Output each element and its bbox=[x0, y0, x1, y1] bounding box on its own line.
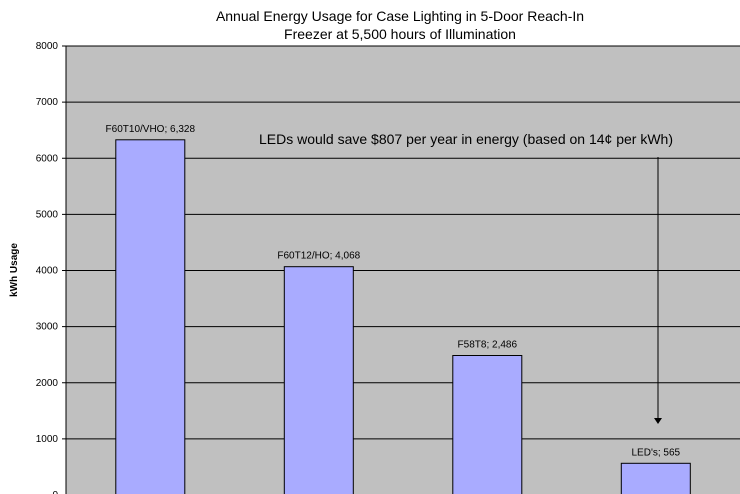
y-tick-label: 5000 bbox=[36, 209, 59, 220]
data-label: F60T12/HO; 4,068 bbox=[277, 251, 360, 262]
bar-led-s bbox=[620, 462, 691, 494]
y-tick-label: 4000 bbox=[36, 266, 59, 277]
y-tick-label: 3000 bbox=[36, 322, 59, 333]
annotation-text: LEDs would save $807 per year in energy … bbox=[259, 131, 673, 147]
data-label: LED's; 565 bbox=[631, 447, 680, 458]
y-tick-label: 1000 bbox=[36, 434, 59, 445]
bar-f60t12-ho bbox=[283, 266, 354, 494]
chart-title-line-2: Freezer at 5,500 hours of Illumination bbox=[284, 26, 516, 42]
annotation-arrow bbox=[654, 157, 662, 424]
y-tick-label: 2000 bbox=[36, 378, 59, 389]
y-tick-label: 0 bbox=[52, 490, 58, 494]
bar-f60t10-vho bbox=[115, 139, 186, 494]
data-label: F60T10/VHO; 6,328 bbox=[106, 124, 196, 135]
y-tick-label: 6000 bbox=[36, 153, 59, 164]
bars-layer bbox=[115, 139, 691, 494]
data-labels-layer: F60T10/VHO; 6,328 F60T12/HO; 4,068 F58T8; … bbox=[106, 124, 681, 458]
chart-title-line-1: Annual Energy Usage for Case Lighting in… bbox=[216, 8, 584, 24]
bar-f58t8 bbox=[452, 355, 523, 494]
data-label: F58T8; 2,486 bbox=[458, 340, 518, 351]
y-axis-label: kWh Usage bbox=[9, 243, 20, 297]
y-tick-label: 7000 bbox=[36, 97, 59, 108]
y-tick-label: 8000 bbox=[36, 41, 59, 52]
y-tick-labels: 0 1000 2000 3000 4000 5000 6000 7000 8000 bbox=[36, 41, 66, 494]
